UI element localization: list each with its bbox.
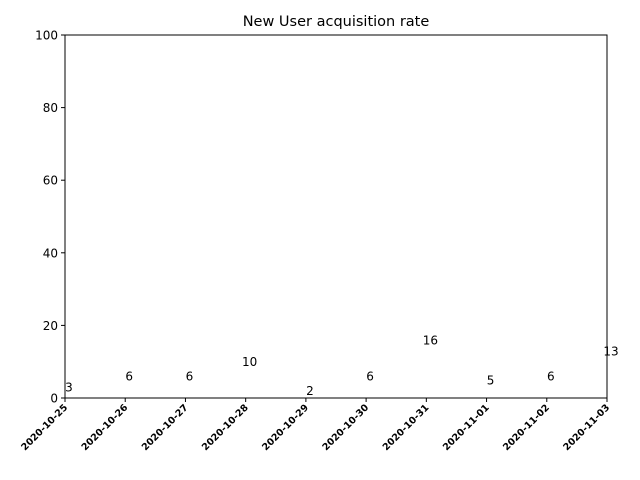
y-axis: 0 20 40 60 80 100 [35, 29, 65, 406]
x-tick-label: 2020-10-26 [80, 402, 131, 453]
x-tick-label: 2020-11-01 [441, 402, 492, 453]
x-tick-label: 2020-10-30 [320, 402, 371, 453]
x-tick-label: 2020-10-28 [200, 402, 251, 453]
y-tick-label: 60 [43, 174, 58, 188]
y-tick-label: 40 [43, 246, 58, 260]
x-tick-label: 2020-10-31 [381, 402, 432, 453]
y-tick-label: 100 [35, 29, 58, 43]
data-labels: 3 6 6 10 2 6 16 5 6 13 [65, 333, 618, 398]
x-tick-label: 2020-11-02 [501, 402, 552, 453]
x-tick-label: 2020-10-25 [19, 402, 70, 453]
data-label: 6 [547, 370, 555, 384]
data-label: 16 [423, 333, 438, 347]
data-label: 13 [603, 344, 618, 358]
data-label: 10 [242, 355, 257, 369]
x-tick-label: 2020-10-29 [260, 402, 311, 453]
x-tick-label: 2020-11-03 [561, 402, 612, 453]
data-label: 2 [306, 384, 314, 398]
x-axis: 2020-10-25 2020-10-26 2020-10-27 2020-10-28… [19, 398, 612, 453]
y-tick-label: 20 [43, 319, 58, 333]
chart-title: New User acquisition rate [243, 14, 430, 30]
data-label: 3 [65, 381, 73, 395]
data-label: 6 [125, 370, 133, 384]
data-label: 6 [366, 370, 374, 384]
data-label: 5 [487, 373, 495, 387]
plot-area-frame [64, 34, 608, 399]
y-tick-label: 80 [43, 101, 58, 115]
data-label: 6 [186, 370, 194, 384]
x-tick-label: 2020-10-27 [140, 402, 191, 453]
y-tick-label: 0 [50, 392, 58, 406]
